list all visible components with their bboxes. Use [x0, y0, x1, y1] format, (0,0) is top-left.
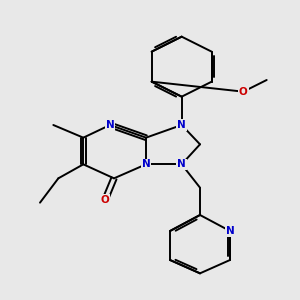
Text: N: N	[226, 226, 234, 236]
Text: O: O	[239, 87, 248, 97]
Text: N: N	[106, 120, 114, 130]
Text: N: N	[177, 159, 186, 169]
Text: O: O	[100, 195, 109, 205]
Text: N: N	[142, 159, 150, 169]
Text: N: N	[177, 120, 186, 130]
